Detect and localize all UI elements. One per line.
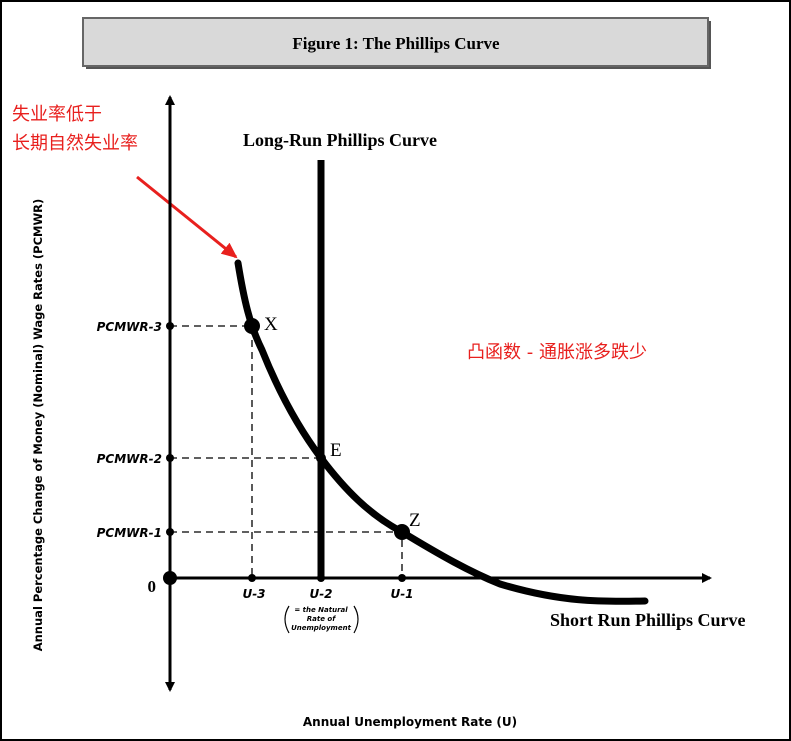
short-run-curve <box>234 259 649 605</box>
point-label: Z <box>409 510 421 531</box>
point-label: E <box>330 440 342 461</box>
tick-dot <box>248 574 256 582</box>
origin-label: 0 <box>148 577 157 596</box>
origin <box>163 571 177 585</box>
annotation-arrow <box>136 175 238 259</box>
annotation: 长期自然失业率 <box>12 133 138 154</box>
x-tick-label: U-3 <box>242 587 265 601</box>
y-tick-label: PCMWR-3 <box>97 320 162 334</box>
title: Figure 1: The Phillips Curve <box>292 34 500 53</box>
guide <box>170 325 253 578</box>
tick-dot <box>166 528 174 536</box>
y-tick-label: PCMWR-2 <box>97 452 162 466</box>
tick-dot <box>166 454 174 462</box>
x-note: = the Natural <box>294 606 348 614</box>
paren <box>284 605 290 634</box>
x-tick-label: U-2 <box>309 587 332 601</box>
convex-note: 凸函数 - 通胀涨多跌少 <box>467 342 647 363</box>
annotation: 失业率低于 <box>12 104 102 125</box>
x-axis-label: Annual Unemployment Rate (U) <box>303 715 517 729</box>
x-note: Unemployment <box>291 624 352 632</box>
long-run-label: Long-Run Phillips Curve <box>243 130 437 150</box>
tick-dot <box>166 322 174 330</box>
point <box>394 524 410 540</box>
x-tick-label: U-1 <box>390 587 413 601</box>
point <box>316 453 326 463</box>
short-run-label: Short Run Phillips Curve <box>550 610 746 630</box>
y-tick-label: PCMWR-1 <box>97 526 162 540</box>
point <box>244 318 260 334</box>
paren <box>353 605 359 634</box>
y-axis-label: Annual Percentage Change of Money (Nomin… <box>31 199 45 652</box>
tick-dot <box>317 574 325 582</box>
title-box <box>82 17 709 67</box>
tick-dot <box>398 574 406 582</box>
point-label: X <box>264 314 278 335</box>
x-note: Rate of <box>307 615 336 623</box>
